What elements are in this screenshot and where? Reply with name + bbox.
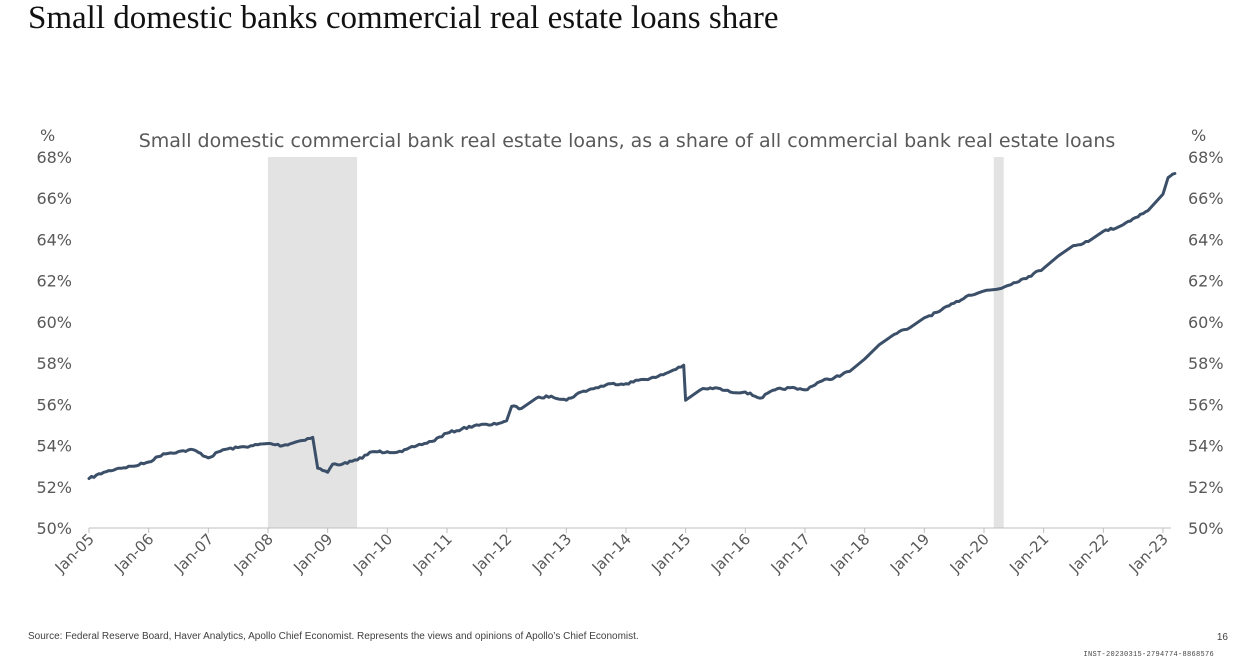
source-note: Source: Federal Reserve Board, Haver Ana…: [28, 631, 639, 642]
y-tick-label-left: 60%: [36, 313, 72, 332]
y-tick-label-right: 62%: [1188, 272, 1224, 291]
y-tick-label-right: 60%: [1188, 313, 1224, 332]
page-number: 16: [1216, 632, 1228, 643]
y-tick-label-right: 52%: [1188, 478, 1224, 497]
x-tick-label: Jan-13: [528, 530, 575, 577]
y-tick-label-right: 58%: [1188, 354, 1224, 373]
series-line: [87, 172, 1177, 480]
y-axis-left: 50% 52% 54% 56% 58% 60% 62% 64% 66% 68%: [36, 148, 72, 538]
document-id: INST-20230315-2794774-8868576: [1083, 651, 1214, 659]
y-axis-unit-left: %: [40, 126, 55, 145]
y-tick-label-left: 54%: [36, 437, 72, 456]
y-tick-label-left: 64%: [36, 230, 72, 249]
recession-band: [267, 157, 358, 528]
y-tick-label-right: 50%: [1188, 519, 1224, 538]
y-tick-label-right: 68%: [1188, 148, 1224, 167]
y-tick-label-right: 66%: [1188, 189, 1224, 208]
x-tick-label: Jan-07: [170, 530, 217, 577]
x-tick-label: Jan-18: [826, 530, 873, 577]
x-tick-label: Jan-16: [707, 530, 754, 577]
x-axis: Jan-05 Jan-06 Jan-07 Jan-08 Jan-09 Jan-10 Jan-…: [51, 528, 1172, 577]
x-tick-label: Jan-08: [230, 530, 277, 577]
x-tick-label: Jan-09: [289, 530, 336, 577]
y-tick-label-left: 52%: [36, 478, 72, 497]
x-tick-label: Jan-15: [647, 530, 694, 577]
x-tick-label: Jan-14: [588, 530, 635, 577]
recession-band: [993, 157, 1004, 528]
x-tick-label: Jan-12: [468, 530, 515, 577]
x-tick-label: Jan-19: [886, 530, 933, 577]
x-tick-label: Jan-17: [767, 530, 814, 577]
x-tick-label: Jan-22: [1065, 530, 1112, 577]
recession-shading: [267, 157, 1004, 528]
y-tick-label-left: 62%: [36, 272, 72, 291]
x-tick-label: Jan-21: [1005, 530, 1052, 577]
y-tick-label-left: 50%: [36, 519, 72, 538]
y-tick-label-right: 64%: [1188, 230, 1224, 249]
x-tick-label: Jan-23: [1125, 530, 1172, 577]
page-title: Small domestic banks commercial real est…: [28, 0, 779, 36]
x-tick-label: Jan-06: [110, 530, 157, 577]
y-axis-unit-right: %: [1191, 126, 1206, 145]
y-axis-right: 50% 52% 54% 56% 58% 60% 62% 64% 66% 68%: [1188, 148, 1224, 538]
y-tick-label-left: 68%: [36, 148, 72, 167]
x-tick-label: Jan-20: [946, 530, 993, 577]
y-tick-label-right: 54%: [1188, 437, 1224, 456]
y-tick-label-left: 58%: [36, 354, 72, 373]
x-tick-label: Jan-10: [349, 530, 396, 577]
x-tick-label: Jan-11: [409, 530, 456, 577]
y-tick-label-left: 56%: [36, 395, 72, 414]
y-tick-label-left: 66%: [36, 189, 72, 208]
chart-title: Small domestic commercial bank real esta…: [139, 130, 1116, 152]
y-tick-label-right: 56%: [1188, 395, 1224, 414]
